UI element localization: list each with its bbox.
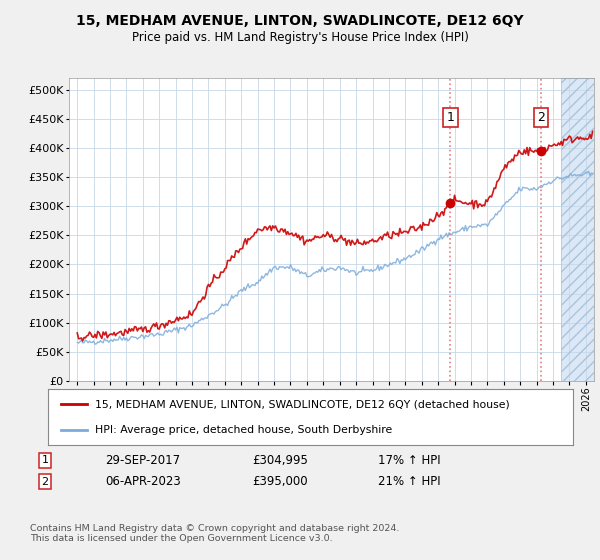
Text: 2: 2 (537, 111, 545, 124)
Text: 29-SEP-2017: 29-SEP-2017 (105, 454, 180, 467)
Text: Contains HM Land Registry data © Crown copyright and database right 2024.
This d: Contains HM Land Registry data © Crown c… (30, 524, 400, 543)
Text: 17% ↑ HPI: 17% ↑ HPI (378, 454, 440, 467)
Text: 2: 2 (41, 477, 49, 487)
Bar (561, 78, 600, 381)
Text: Price paid vs. HM Land Registry's House Price Index (HPI): Price paid vs. HM Land Registry's House … (131, 31, 469, 44)
Text: £304,995: £304,995 (252, 454, 308, 467)
Text: 21% ↑ HPI: 21% ↑ HPI (378, 475, 440, 488)
Text: 15, MEDHAM AVENUE, LINTON, SWADLINCOTE, DE12 6QY: 15, MEDHAM AVENUE, LINTON, SWADLINCOTE, … (76, 14, 524, 28)
Text: 15, MEDHAM AVENUE, LINTON, SWADLINCOTE, DE12 6QY (detached house): 15, MEDHAM AVENUE, LINTON, SWADLINCOTE, … (95, 399, 510, 409)
Text: 06-APR-2023: 06-APR-2023 (105, 475, 181, 488)
Text: 1: 1 (41, 455, 49, 465)
Text: £395,000: £395,000 (252, 475, 308, 488)
Text: 1: 1 (446, 111, 454, 124)
Text: HPI: Average price, detached house, South Derbyshire: HPI: Average price, detached house, Sout… (95, 425, 392, 435)
Bar (561, 78, 600, 381)
